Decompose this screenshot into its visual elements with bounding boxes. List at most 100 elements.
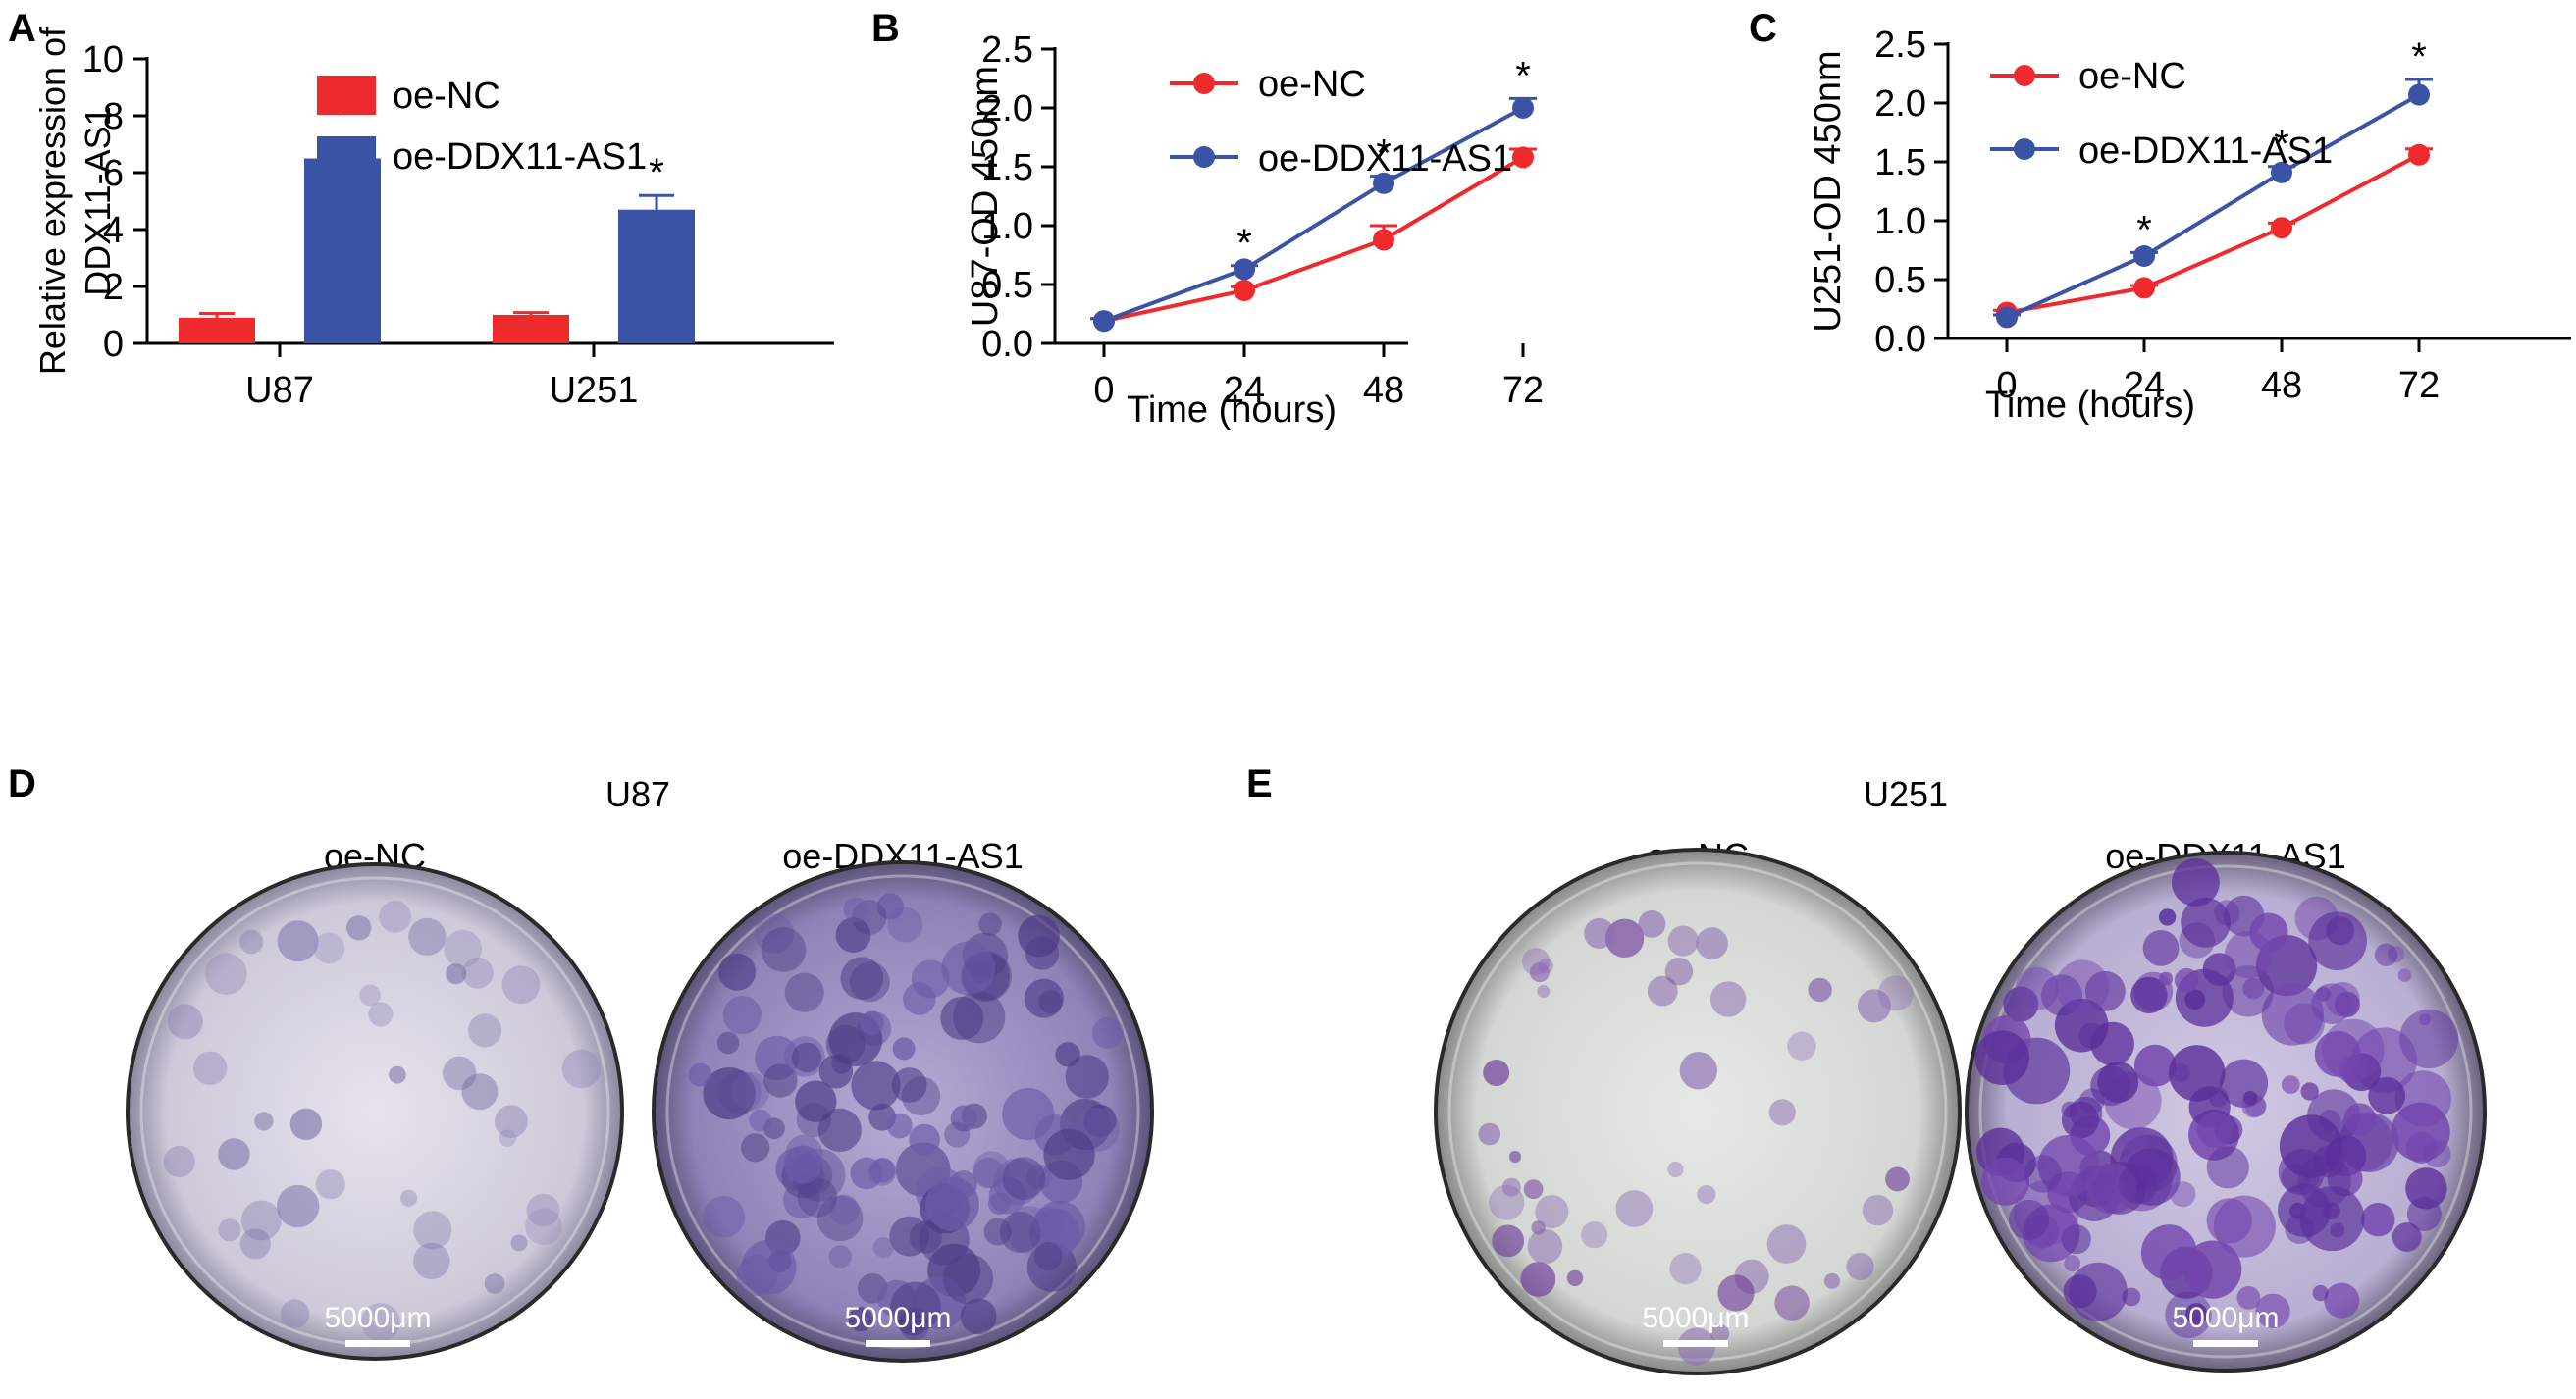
colony xyxy=(1026,1164,1052,1190)
x-tick-label-c: 48 xyxy=(2261,365,2302,406)
colony xyxy=(2391,1102,2450,1162)
y-tick-label-c: 2.5 xyxy=(1874,25,1926,66)
significance-star-a: * xyxy=(649,151,664,194)
colony xyxy=(2197,1112,2234,1149)
colony xyxy=(1535,1195,1569,1229)
colony xyxy=(860,1010,884,1035)
colony xyxy=(2406,1196,2442,1231)
colony xyxy=(886,1113,913,1139)
colony xyxy=(1638,910,1666,938)
data-point-oe-ddx11-as1 xyxy=(1996,306,2018,329)
colony xyxy=(1823,1272,1841,1289)
panel-label-b: B xyxy=(871,7,900,50)
colony xyxy=(346,915,372,941)
colony xyxy=(2392,1222,2422,1252)
colony xyxy=(1018,914,1060,958)
colony xyxy=(254,1112,274,1131)
colony xyxy=(1033,1242,1063,1270)
colony xyxy=(1478,1122,1501,1146)
colony xyxy=(1032,1207,1066,1239)
x-tick-label-b: 0 xyxy=(1093,370,1114,411)
colony xyxy=(1664,958,1694,986)
scale-label-d2: 5000μm xyxy=(844,1302,951,1334)
colony xyxy=(462,957,494,989)
significance-star-c: * xyxy=(2411,35,2427,78)
colony xyxy=(718,953,757,991)
colony xyxy=(2208,1087,2229,1108)
axes-c xyxy=(1946,42,2571,340)
colony xyxy=(2325,982,2360,1017)
series-lines-c: * * * xyxy=(1993,35,2433,329)
colony xyxy=(1489,1184,1525,1220)
colony xyxy=(1006,1206,1054,1254)
colony xyxy=(1038,990,1063,1014)
colony xyxy=(890,1281,941,1333)
colony xyxy=(867,1158,897,1186)
colony xyxy=(495,1105,528,1138)
data-point-oe-ddx11-as1 xyxy=(2271,161,2292,183)
colony xyxy=(461,1073,499,1111)
colony xyxy=(2064,1255,2081,1272)
colony xyxy=(238,929,264,955)
colony xyxy=(1032,1200,1085,1253)
x-tick-label-a: U87 xyxy=(245,370,314,411)
colony xyxy=(901,1076,941,1115)
colony xyxy=(944,1121,971,1148)
colony xyxy=(1043,1128,1095,1181)
colony xyxy=(736,1254,778,1297)
colony xyxy=(825,1024,866,1064)
colony xyxy=(379,900,411,933)
legend-swatch-oe-ddx11-as1 xyxy=(317,136,376,176)
colony xyxy=(526,1193,560,1227)
colony xyxy=(2255,1293,2290,1329)
colony xyxy=(2142,930,2180,966)
colony xyxy=(444,929,482,968)
ticks-b: 0.0 0.5 1.0 1.5 2.0 2.5 0 24 48 72 xyxy=(981,29,1544,411)
colony xyxy=(840,957,884,1000)
colony xyxy=(828,1194,860,1225)
y-tick-label-a: 8 xyxy=(103,96,124,137)
x-tick-label-b: 24 xyxy=(1224,370,1265,411)
culture-dish-u251-oe-ddx11-as1 xyxy=(1965,851,2487,1373)
colony xyxy=(1717,1274,1755,1312)
ticks-a: 0 2 4 6 8 10 U87 U251 xyxy=(82,39,639,411)
colony xyxy=(988,1192,1011,1215)
colony xyxy=(784,972,824,1012)
scale-bar-d2 xyxy=(866,1340,930,1347)
data-point-oe-nc xyxy=(1373,229,1394,251)
colony xyxy=(218,1218,241,1242)
colony-panel-e: U251 oe-NC oe-DDX11-AS1 5000μm 5000μm xyxy=(1434,774,2487,1375)
colony xyxy=(2300,1082,2319,1101)
colony xyxy=(1734,1259,1769,1294)
colony xyxy=(1492,1224,1525,1258)
colony xyxy=(2236,1286,2261,1310)
colony xyxy=(2184,989,2206,1010)
y-tick-label-b: 0.5 xyxy=(981,265,1033,306)
colony xyxy=(891,1067,927,1103)
colony xyxy=(999,1212,1041,1253)
colony xyxy=(2388,946,2405,963)
colony xyxy=(400,1189,418,1207)
colony xyxy=(2169,1045,2226,1102)
colony xyxy=(2242,977,2265,1000)
culture-dish-u87-oe-ddx11-as1 xyxy=(652,860,1154,1363)
colony xyxy=(2008,1199,2050,1241)
colony xyxy=(1604,918,1645,958)
colony xyxy=(741,1133,770,1163)
x-axis-label-b: Time (hours) xyxy=(1127,389,1337,431)
x-tick-label-c: 0 xyxy=(1996,365,2017,406)
significance-star-c: * xyxy=(2136,208,2152,251)
colony xyxy=(791,1042,822,1073)
y-tick-label-a: 0 xyxy=(103,324,124,365)
x-tick-label-b: 48 xyxy=(1363,370,1404,411)
colony xyxy=(983,1218,1012,1246)
colony xyxy=(218,1138,250,1170)
colony xyxy=(501,965,541,1005)
colony xyxy=(848,1307,873,1332)
colony xyxy=(167,1004,203,1040)
colony xyxy=(2133,1044,2177,1087)
colony xyxy=(2368,1076,2406,1114)
y-tick-label-b: 2.0 xyxy=(981,88,1033,130)
colony xyxy=(1529,962,1550,983)
colony xyxy=(828,1245,852,1269)
